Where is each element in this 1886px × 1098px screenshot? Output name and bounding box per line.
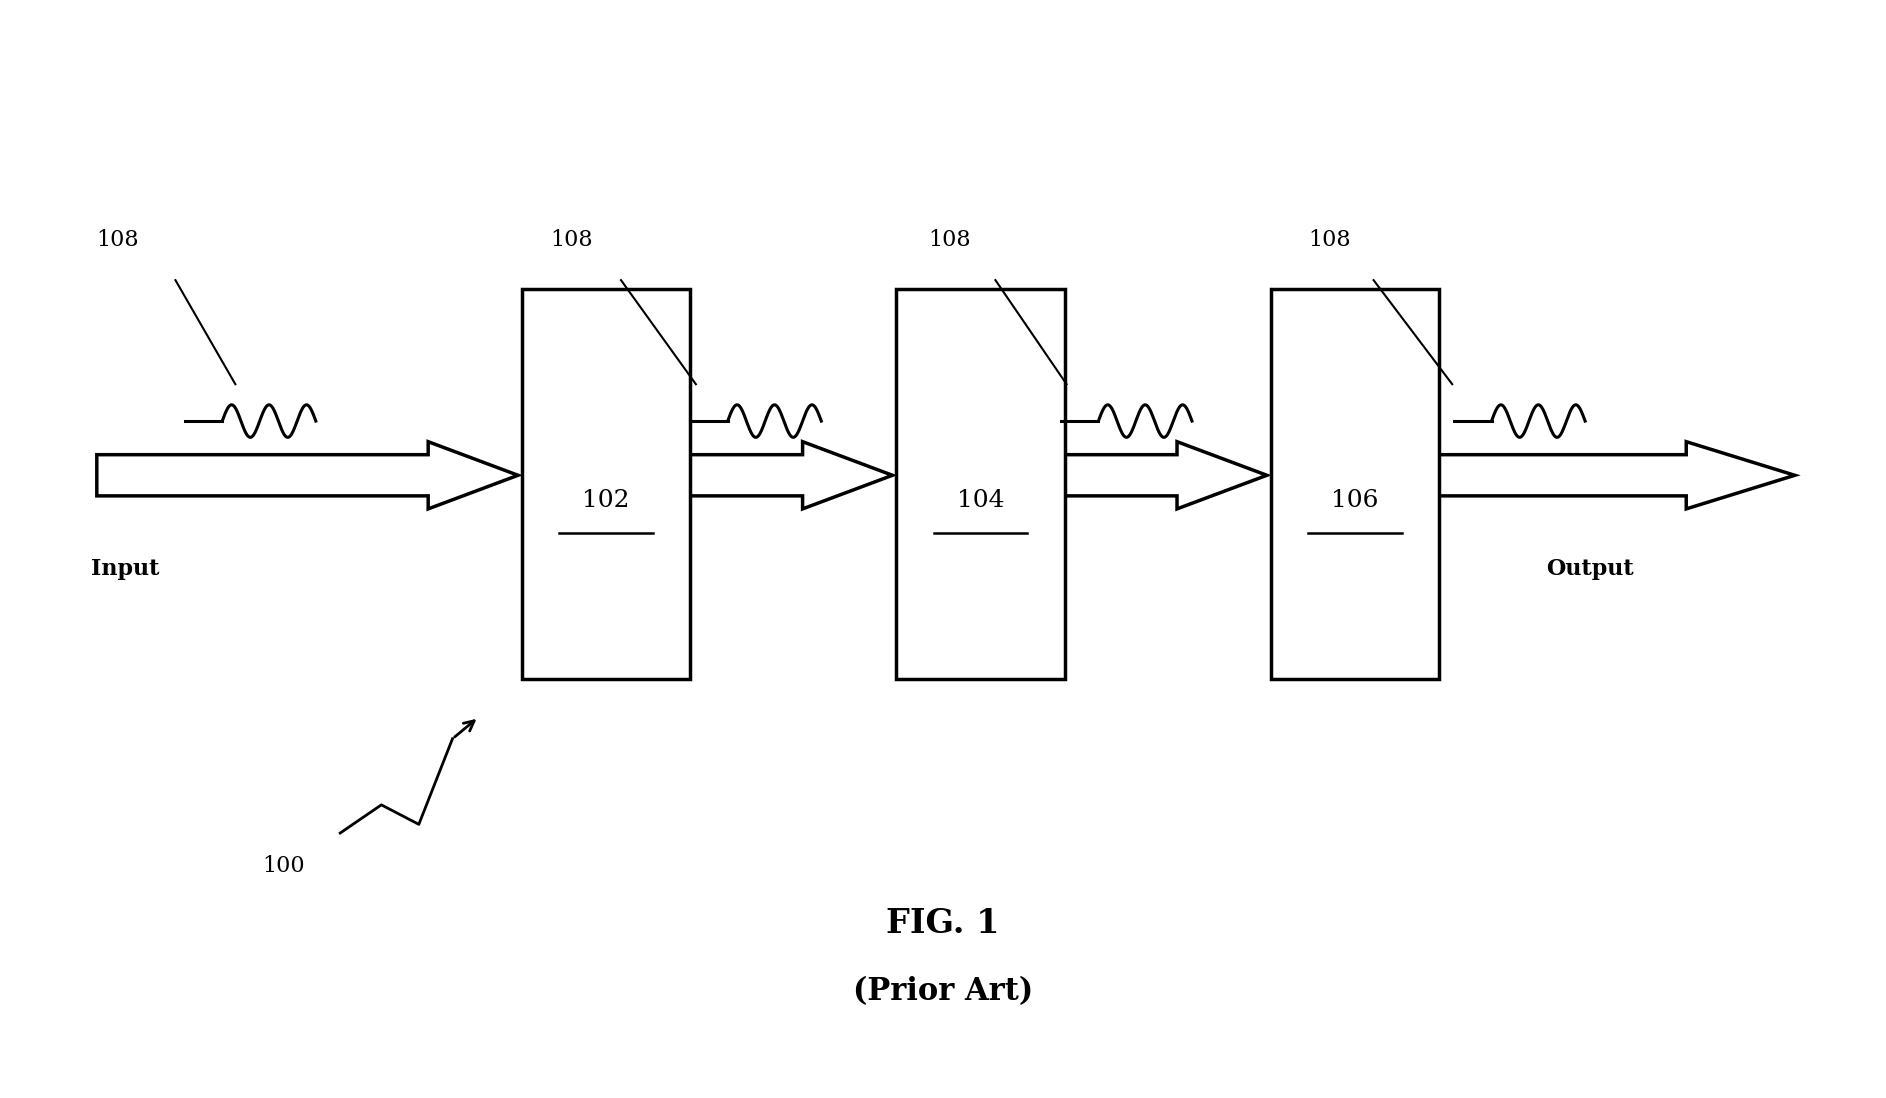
Text: 108: 108 <box>96 228 140 250</box>
Text: 102: 102 <box>583 489 630 512</box>
Polygon shape <box>1439 441 1795 508</box>
Text: 100: 100 <box>262 854 306 876</box>
Text: 108: 108 <box>1309 228 1350 250</box>
Text: 106: 106 <box>1332 489 1379 512</box>
Bar <box>1271 289 1439 679</box>
Bar <box>522 289 690 679</box>
Text: Output: Output <box>1547 558 1633 580</box>
Text: 108: 108 <box>928 228 971 250</box>
Polygon shape <box>690 441 892 508</box>
Polygon shape <box>96 441 519 508</box>
Bar <box>896 289 1066 679</box>
Text: FIG. 1: FIG. 1 <box>886 907 1000 940</box>
Text: 104: 104 <box>956 489 1003 512</box>
Text: Input: Input <box>91 558 160 580</box>
Text: (Prior Art): (Prior Art) <box>852 976 1034 1007</box>
Polygon shape <box>1066 441 1267 508</box>
Text: 108: 108 <box>551 228 592 250</box>
